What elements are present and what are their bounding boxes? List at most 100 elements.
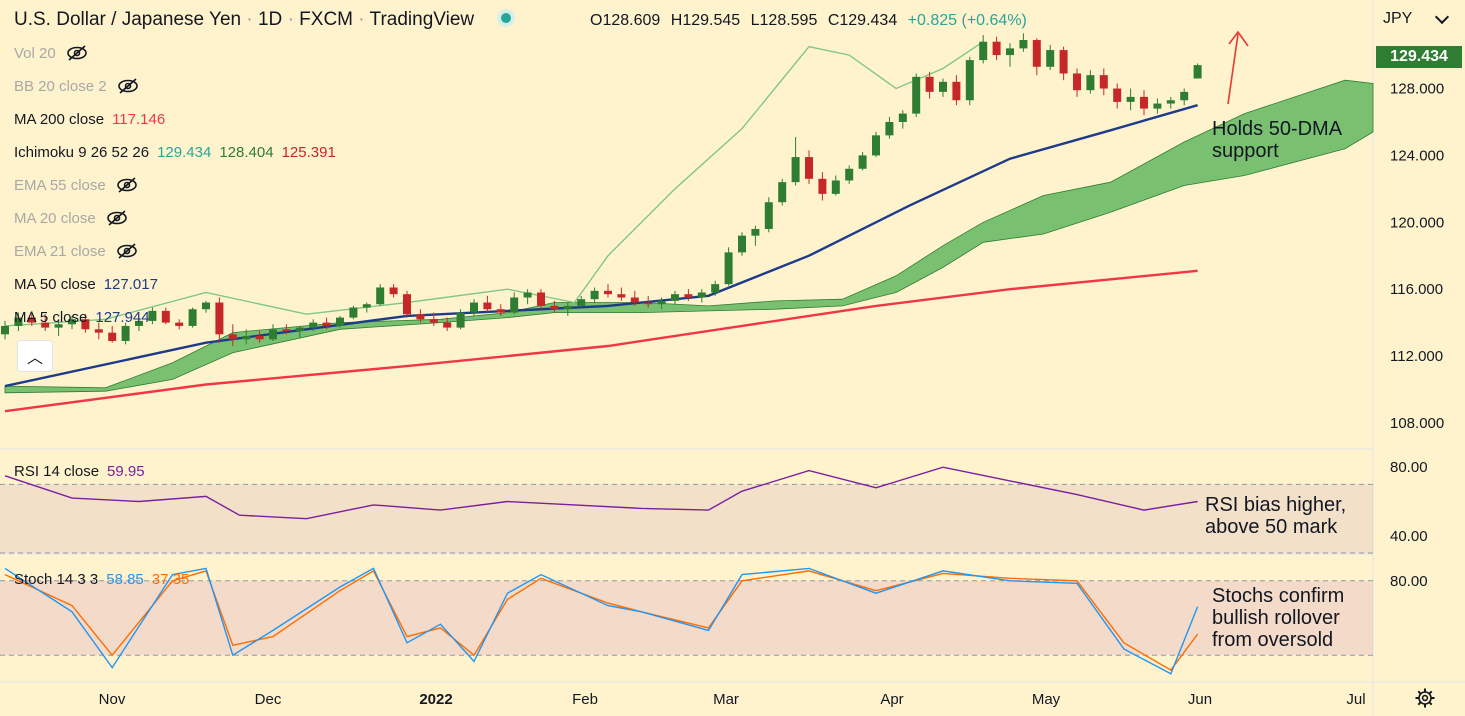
candle [791,157,800,183]
indicator-legend-item[interactable]: MA 50 close 127.017 [14,276,158,293]
market-status-icon[interactable] [501,13,512,23]
candle [577,299,586,306]
candle [912,76,921,114]
price-annotation: Holds 50-DMA support [1212,118,1343,162]
candle [282,329,291,331]
candle [590,290,599,300]
candle [671,294,679,301]
candle [1126,96,1135,102]
currency-label[interactable]: JPY [1383,10,1413,27]
indicator-legend-item[interactable]: MA 200 close 117.146 [14,111,165,128]
hidden-eye-icon[interactable] [117,78,139,94]
candle [470,302,478,313]
candle [965,60,974,101]
candle [54,324,63,328]
ohlc-close: 129.434 [839,12,898,29]
candle [711,284,720,293]
interval-label[interactable]: 1D [257,9,283,30]
candle [228,334,237,340]
candle [108,332,117,341]
gear-icon [1415,688,1435,708]
candle [939,81,947,92]
indicator-name: MA 50 close [14,276,96,293]
candle [563,305,572,310]
candle [336,317,344,326]
ohlc-change: +0.825 (+0.64%) [907,12,1027,29]
candle [362,304,371,308]
price-tick-label: 120.000 [1390,214,1444,231]
candle [456,312,465,328]
candle [121,325,130,341]
hidden-eye-icon[interactable] [66,45,88,61]
ohlc-low: 128.595 [759,12,818,29]
indicator-name: Vol 20 [14,45,56,62]
indicator-legend-item[interactable]: Ichimoku 9 26 52 26 129.434 128.404 125.391 [14,144,336,161]
last-price-label: 129.434 [1376,46,1462,68]
candle [376,287,385,305]
stoch-legend[interactable]: Stoch 14 3 3 58.85 37.35 [14,571,190,588]
candle [322,322,331,326]
time-tick-label: May [1032,691,1061,708]
candle [805,157,813,179]
annotation-arrow [1227,33,1239,105]
time-tick-label: Mar [713,691,739,708]
price-tick-label: 124.000 [1390,147,1444,164]
candle [1153,103,1162,109]
candle [885,121,894,136]
rsi-tick-label: 40.00 [1390,528,1428,545]
candle [269,329,277,340]
candle [523,292,532,298]
indicator-legend-item[interactable]: MA 20 close [14,210,128,227]
candle [537,292,545,306]
candle [1046,50,1055,67]
ma50-line [4,104,1198,388]
indicator-value: 128.404 [219,144,274,161]
candle [818,178,827,194]
collapse-legend-button[interactable]: ︿ [17,340,53,372]
rsi-legend[interactable]: RSI 14 close 59.95 [14,463,145,480]
candle [496,309,505,313]
candle [188,309,197,326]
annotation-arrow-head [1228,30,1249,47]
hidden-eye-icon[interactable] [106,210,128,226]
candle [657,300,666,305]
candle [979,41,988,61]
time-tick-label: Apr [880,691,903,708]
indicator-legend-item[interactable]: MA 5 close 127.944 [14,309,150,326]
settings-button[interactable] [1410,684,1440,712]
source-label: FXCM [299,9,353,30]
candle [1113,88,1122,102]
indicator-name: BB 20 close 2 [14,78,107,95]
ohlc-readout: O128.609 H129.545 L128.595 C129.434 +0.8… [590,12,1027,29]
candle [1032,40,1041,67]
indicator-legend-item[interactable]: BB 20 close 2 [14,78,139,95]
candle [403,294,411,315]
candle [872,135,880,156]
indicator-legend-item[interactable]: EMA 21 close [14,243,138,260]
indicator-value: 125.391 [281,144,336,161]
candle [135,320,143,326]
indicator-name: MA 20 close [14,210,96,227]
hidden-eye-icon[interactable] [116,243,138,259]
indicator-legend-item[interactable]: EMA 55 close [14,177,138,194]
indicator-name: MA 5 close [14,309,88,326]
candle [1086,75,1095,91]
candle [764,202,773,229]
time-tick-label: Dec [255,691,282,708]
indicator-value: 127.944 [95,309,150,326]
candle [550,305,559,310]
symbol-title[interactable]: U.S. Dollar / Japanese Yen [14,9,242,30]
platform-label: TradingView [369,9,475,30]
indicator-value: 127.017 [103,276,158,293]
candle [389,287,398,295]
candle [751,228,760,236]
indicator-legend-item[interactable]: Vol 20 [14,45,88,62]
indicator-name: EMA 21 close [14,243,106,260]
candle [1180,91,1189,101]
hidden-eye-icon[interactable] [116,177,138,193]
rsi-annotation: RSI bias higher, above 50 mark [1205,494,1347,538]
candle [416,314,425,320]
candle [697,292,706,298]
